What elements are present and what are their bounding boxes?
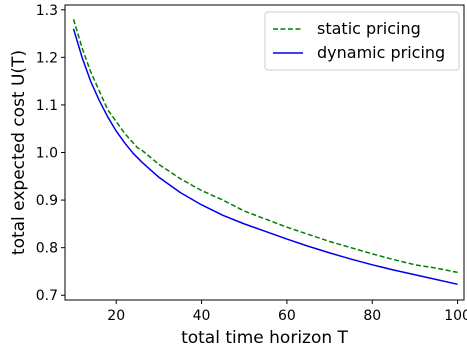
x-tick-label: 100 — [444, 308, 467, 324]
y-tick-label: 1.3 — [36, 3, 58, 19]
legend-label-1: static pricing — [317, 19, 421, 38]
series-line-1 — [72, 19, 458, 274]
y-tick-label: 0.8 — [36, 241, 58, 257]
x-tick-label: 80 — [363, 308, 381, 324]
y-tick-label: 0.7 — [36, 288, 58, 304]
y-tick-label: 1.1 — [36, 98, 58, 114]
axes-layer: 20 40 60 80 100 0.7 0.8 0.9 1.0 1.1 1.2 1.3 — [36, 3, 467, 324]
series-layer — [72, 19, 458, 286]
legend-label-2: dynamic pricing — [317, 43, 445, 62]
x-tick-label: 40 — [193, 308, 211, 324]
y-axis-label: total expected cost U(T) — [9, 50, 29, 255]
legend-box — [264, 11, 460, 71]
x-axis-label: total time horizon T — [181, 328, 348, 348]
y-tick-label: 0.9 — [36, 193, 58, 209]
y-tick-label: 1.2 — [36, 50, 58, 66]
legend: static pricing dynamic pricing — [264, 11, 460, 71]
y-tick-label: 1.0 — [36, 146, 58, 162]
x-tick-label: 60 — [278, 308, 296, 324]
x-tick-label: 20 — [107, 308, 125, 324]
series-line-2 — [72, 28, 458, 286]
